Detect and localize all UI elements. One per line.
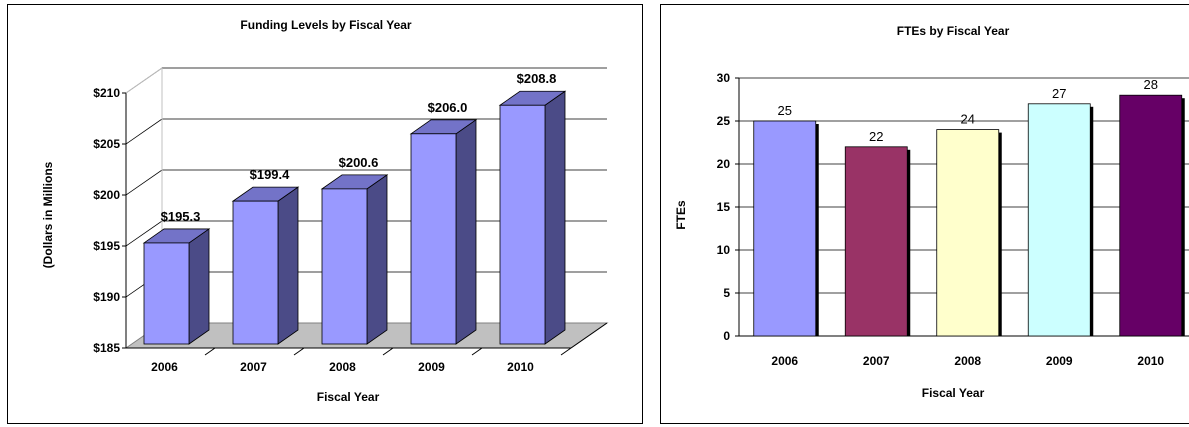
y-tick-label: 10 <box>717 243 731 257</box>
data-label: 27 <box>1052 86 1066 101</box>
y-tick-label: 0 <box>723 329 730 343</box>
y-tick-label: $210 <box>93 86 120 100</box>
x-tick-mark <box>204 347 216 356</box>
data-label: $206.0 <box>428 100 468 115</box>
y-tick-label: $200 <box>93 188 120 202</box>
data-label: 28 <box>1144 77 1158 92</box>
bar <box>410 133 457 345</box>
x-axis-label: Fiscal Year <box>922 386 985 400</box>
bar-side <box>188 228 210 345</box>
bar <box>232 200 279 345</box>
funding-chart-panel: Funding Levels by Fiscal Year $195.3 $199… <box>7 4 643 424</box>
bar <box>143 242 190 345</box>
chart-title: Funding Levels by Fiscal Year <box>240 18 412 32</box>
y-tick-label: $195 <box>93 239 120 253</box>
bar <box>844 146 908 337</box>
y-tick-label: 30 <box>717 71 731 85</box>
x-tick-mark <box>471 347 483 356</box>
x-axis-label: Fiscal Year <box>317 390 380 404</box>
y-tick-label: 15 <box>717 200 731 214</box>
bar <box>1119 94 1183 337</box>
x-tick-label: 2006 <box>771 354 798 368</box>
x-tick-mark <box>293 347 305 356</box>
x-tick-label: 2008 <box>954 354 981 368</box>
fte-chart: FTEs by Fiscal Year 25 22 24 27 28 0 5 10 15 20 2… <box>674 24 1189 400</box>
y-tick-label: 5 <box>723 286 730 300</box>
bar-side <box>544 90 566 345</box>
bar <box>321 188 368 345</box>
bar <box>936 129 1000 337</box>
y-axis-label: (Dollars in Millions <box>41 161 55 268</box>
x-tick-label: 2007 <box>240 360 267 374</box>
data-label: 22 <box>869 129 883 144</box>
data-label: $208.8 <box>517 71 557 86</box>
bar-side <box>366 174 388 345</box>
x-tick-label: 2009 <box>1046 354 1073 368</box>
x-tick-label: 2007 <box>863 354 890 368</box>
wall-edge <box>125 67 163 94</box>
chart-title: FTEs by Fiscal Year <box>897 24 1010 38</box>
y-tick-label: $185 <box>93 341 120 355</box>
data-label: $200.6 <box>339 155 379 170</box>
data-label: 25 <box>778 103 792 118</box>
y-tick-label: $205 <box>93 137 120 151</box>
bar-side <box>455 119 477 345</box>
x-tick-label: 2008 <box>329 360 356 374</box>
y-tick-label: $190 <box>93 290 120 304</box>
x-tick-mark <box>560 347 572 356</box>
floor-edge <box>570 322 608 349</box>
data-label: 24 <box>961 112 975 127</box>
x-tick-label: 2010 <box>1137 354 1164 368</box>
bar <box>1027 103 1091 337</box>
x-tick-mark <box>382 347 394 356</box>
data-label: $199.4 <box>250 167 291 182</box>
bar <box>753 120 817 337</box>
bar <box>499 104 546 345</box>
x-tick-label: 2010 <box>507 360 534 374</box>
data-label: $195.3 <box>161 209 201 224</box>
y-axis-label: FTEs <box>674 200 688 230</box>
x-tick-label: 2009 <box>418 360 445 374</box>
x-tick-label: 2006 <box>151 360 178 374</box>
funding-chart: Funding Levels by Fiscal Year $195.3 $199… <box>41 18 609 404</box>
fte-chart-panel: FTEs by Fiscal Year 25 22 24 27 28 0 5 10 15 20 2… <box>660 4 1189 424</box>
y-tick-label: 25 <box>717 114 731 128</box>
bar-side <box>277 186 299 345</box>
y-tick-label: 20 <box>717 157 731 171</box>
